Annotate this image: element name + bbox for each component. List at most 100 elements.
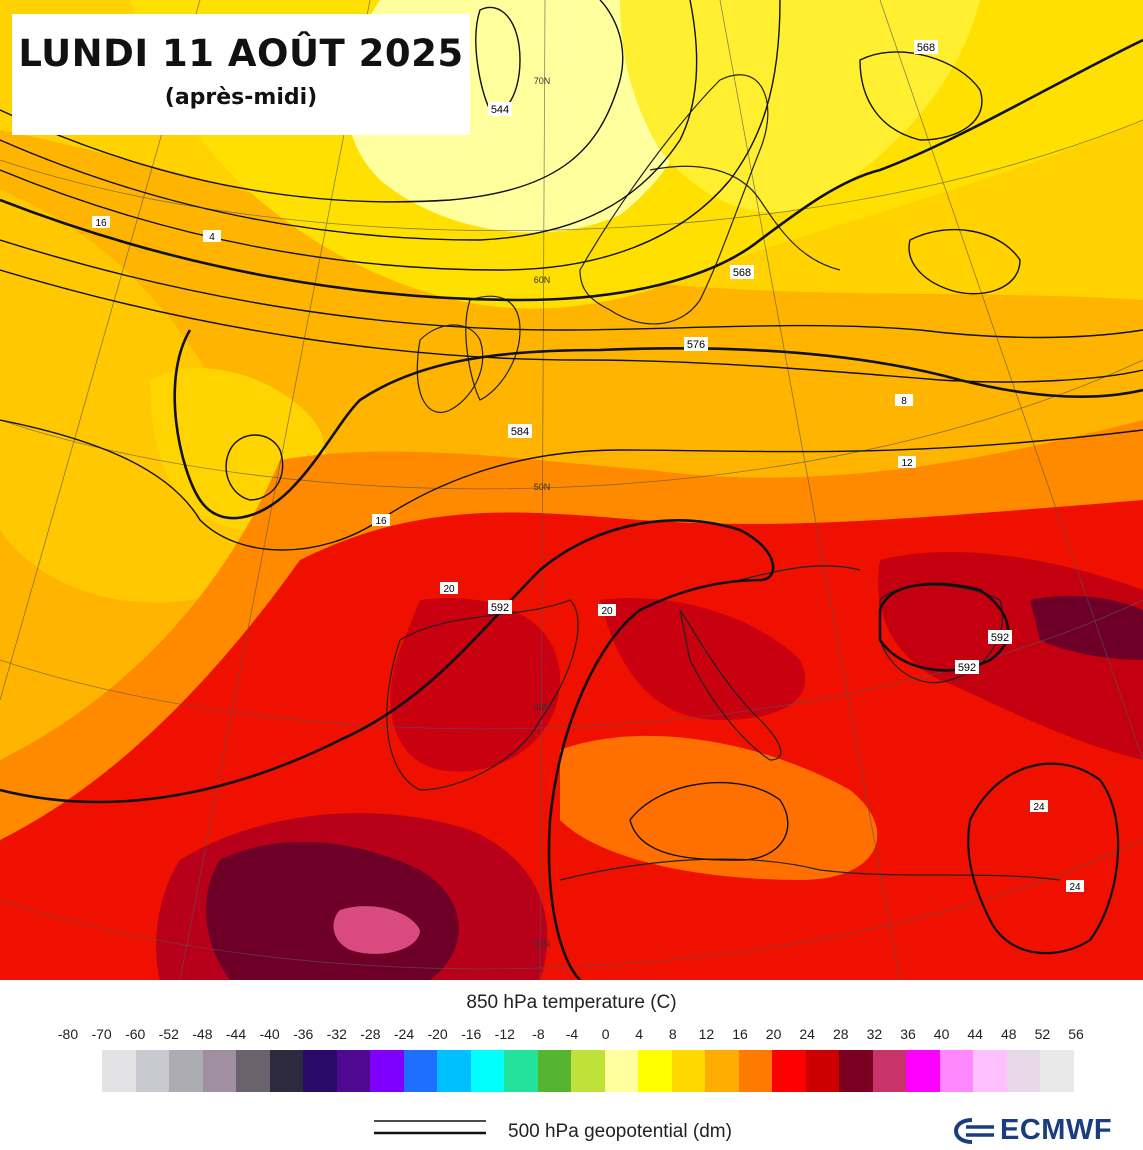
- legend-color-swatch: [336, 1050, 370, 1092]
- legend-tick-label: -60: [125, 1026, 146, 1042]
- latitude-label: 60N: [534, 275, 551, 285]
- legend-color-swatch: [202, 1050, 236, 1092]
- legend-tick-label: 12: [698, 1026, 715, 1042]
- isotherm-label: 24: [1033, 802, 1045, 813]
- contour-label: 592: [958, 662, 976, 674]
- contour-label: 576: [687, 339, 705, 351]
- map-subtitle: (après-midi): [164, 85, 318, 110]
- contour-label: 592: [491, 602, 509, 614]
- legend-color-swatch: [403, 1050, 437, 1092]
- latitude-labels: 70N 60N 50N 40N 30N: [534, 76, 551, 949]
- latitude-label: 70N: [534, 76, 551, 86]
- isotherm-labels: 12 16 20 20 24 24 8 16 4: [92, 216, 1084, 893]
- isotherm-label: 16: [95, 218, 107, 229]
- legend-panel: 850 hPa temperature (C) -80 -70 -60 -52 -48-…: [0, 980, 1143, 1150]
- legend-color-swatch: [236, 1050, 270, 1092]
- legend-tick-label: -40: [259, 1026, 280, 1042]
- contour-label: 568: [917, 42, 935, 54]
- legend-tick-label: 16: [732, 1026, 748, 1042]
- legend-tick-label: -80: [57, 1026, 79, 1042]
- legend-tick-row: -80 -70 -60 -52 -48 -44 -40 -36 -32 -28 -24 -20 -16-…: [0, 1026, 1143, 1044]
- legend-color-swatch: [571, 1050, 605, 1092]
- legend-tick-label: 36: [900, 1026, 916, 1042]
- legend-color-swatch: [839, 1050, 873, 1092]
- legend-tick-label: -16: [461, 1026, 482, 1042]
- geopotential-line-icon: [374, 1120, 486, 1135]
- cold-region-lemon: [620, 0, 980, 212]
- legend-color-swatch: [269, 1050, 303, 1092]
- legend-color-swatch: [504, 1050, 538, 1092]
- isotherm-label: 4: [209, 232, 215, 243]
- legend-tick-label: -4: [565, 1026, 579, 1042]
- legend-tick-label: -28: [360, 1026, 381, 1042]
- latitude-label: 40N: [534, 702, 551, 712]
- legend-tick-label: 56: [1068, 1026, 1084, 1042]
- legend-color-swatch: [805, 1050, 839, 1092]
- legend-color-swatch: [872, 1050, 906, 1092]
- legend-color-swatch: [973, 1050, 1007, 1092]
- legend-tick-label: 52: [1034, 1026, 1051, 1042]
- legend-color-swatch: [135, 1050, 169, 1092]
- legend-tick-label: -24: [393, 1026, 415, 1042]
- legend-tick-label: -70: [91, 1026, 112, 1042]
- legend-tick-label: 44: [967, 1026, 983, 1042]
- legend-tick-label: 20: [765, 1026, 782, 1042]
- legend-color-swatch: [772, 1050, 806, 1092]
- legend-color-swatch: [370, 1050, 404, 1092]
- ecmwf-logo-text: ECMWF: [1000, 1114, 1113, 1146]
- legend-tick-label: 32: [866, 1026, 883, 1042]
- isotherm-label: 8: [901, 396, 907, 407]
- legend-tick-label: -8: [532, 1026, 545, 1042]
- legend-tick-label: 28: [833, 1026, 849, 1042]
- contour-label: 584: [511, 426, 529, 438]
- legend-color-swatch: [303, 1050, 337, 1092]
- isotherm-label: 12: [901, 458, 913, 469]
- isotherm-label: 20: [443, 584, 455, 595]
- legend-tick-label: -32: [326, 1026, 347, 1042]
- ecmwf-logo: ECMWF: [952, 1114, 1112, 1147]
- legend-tick-label: -20: [427, 1026, 448, 1042]
- legend-color-swatch: [638, 1050, 672, 1092]
- orange-pocket-med: [560, 735, 878, 880]
- legend-color-swatch: [537, 1050, 571, 1092]
- maroon-region-turkey: [1030, 595, 1143, 660]
- legend-tick-label: -36: [293, 1026, 314, 1042]
- title-box: LUNDI 11 AOÛT 2025 (après-midi): [12, 14, 470, 135]
- map-title: LUNDI 11 AOÛT 2025: [18, 32, 464, 75]
- legend-tick-label: 8: [668, 1026, 677, 1042]
- weather-map: 544 568 568 576 584 592 592 592 12 16 20…: [0, 0, 1143, 980]
- geopotential-legend-label: 500 hPa geopotential (dm): [508, 1121, 732, 1142]
- contour-labels: 544 568 568 576 584 592 592 592: [488, 40, 1012, 674]
- latitude-label: 50N: [534, 482, 551, 492]
- isotherm-label: 16: [375, 516, 387, 527]
- legend-color-swatch: [604, 1050, 638, 1092]
- ecmwf-logo-icon: [953, 1117, 994, 1144]
- legend-color-swatch: [705, 1050, 739, 1092]
- legend-tick-label: 0: [601, 1026, 610, 1042]
- coastlines: [386, 74, 1061, 881]
- latitude-label: 30N: [534, 939, 551, 949]
- legend-tick-label: 40: [933, 1026, 950, 1042]
- legend-color-swatch: [671, 1050, 705, 1092]
- legend-color-scale: [102, 1050, 1074, 1092]
- legend-color-swatch: [1040, 1050, 1074, 1092]
- geopotential-contours: [0, 0, 1143, 980]
- isotherm-label: 24: [1069, 882, 1081, 893]
- legend-tick-label: 48: [1001, 1026, 1017, 1042]
- contour-label: 592: [991, 632, 1009, 644]
- legend-title: 850 hPa temperature (C): [466, 992, 677, 1013]
- legend-tick-label: -12: [494, 1026, 515, 1042]
- legend-tick-label: 24: [799, 1026, 815, 1042]
- legend-tick-label: -48: [192, 1026, 213, 1042]
- legend-color-swatch: [906, 1050, 940, 1092]
- legend-color-swatch: [169, 1050, 203, 1092]
- darkred-region-ionian: [600, 598, 806, 720]
- legend-color-swatch: [738, 1050, 772, 1092]
- contour-label: 544: [491, 104, 509, 116]
- legend-color-swatch: [102, 1050, 136, 1092]
- pink-hotspot: [333, 906, 420, 954]
- contour-label: 568: [733, 267, 751, 279]
- legend-color-swatch: [437, 1050, 471, 1092]
- legend-color-swatch: [1006, 1050, 1040, 1092]
- isotherm-label: 20: [601, 606, 613, 617]
